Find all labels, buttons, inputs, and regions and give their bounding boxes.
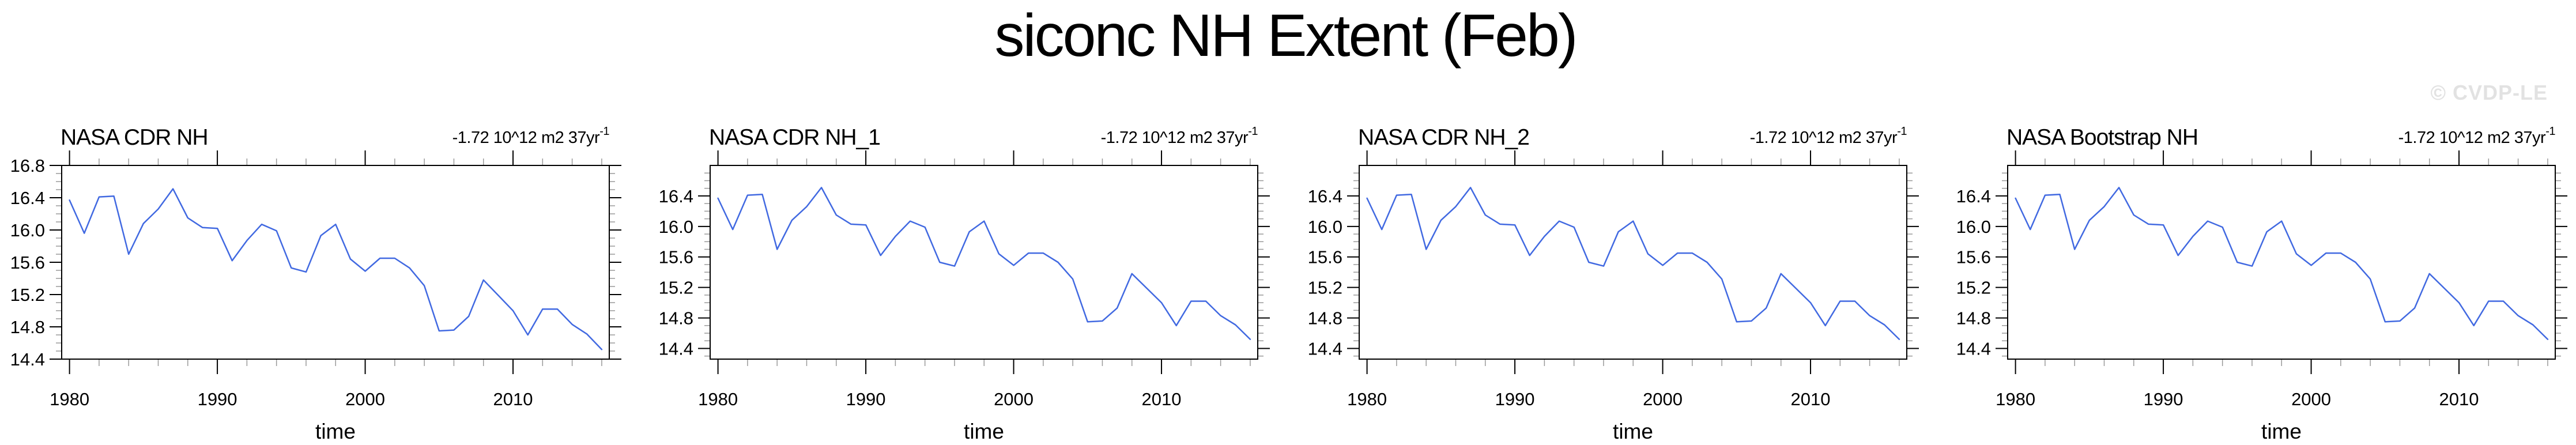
y-tick-label: 16.4 [659, 186, 693, 206]
panel-title: NASA CDR NH_1 [709, 125, 880, 150]
chart-panel-nasa-cdr-nh-1: 16.4 16.0 15.6 15.2 14.8 14.4 1980 1990 2000 2010… [648, 0, 1298, 445]
y-axis: 16.4 16.0 15.6 15.2 14.8 14.4 [659, 172, 1270, 359]
chart-panel-nasa-bootstrap-nh: 16.4 16.0 15.6 15.2 14.8 14.4 1980 1990 2000 2010… [1946, 0, 2576, 445]
y-tick-label: 15.6 [659, 247, 693, 267]
axes-layer: 16.4 16.0 15.6 15.2 14.8 14.4 1980 1990 2000 2010 [1956, 150, 2567, 409]
y-tick-label: 16.4 [1308, 186, 1342, 206]
trend-annotation: -1.72 10^12 m2 37yr-1 [1750, 125, 1907, 147]
trend-superscript: -1 [1897, 125, 1907, 138]
trend-annotation: -1.72 10^12 m2 37yr-1 [1101, 125, 1258, 147]
panel-title: NASA Bootstrap NH [2007, 125, 2198, 150]
y-tick-label: 15.2 [10, 285, 45, 305]
y-tick-label: 16.0 [1308, 217, 1342, 237]
y-tick-label: 16.0 [659, 217, 693, 237]
y-axis: 16.8 16.4 16.0 15.6 15.2 14.8 14.4 [10, 156, 621, 369]
data-line [1366, 187, 1900, 340]
x-tick-label: 1990 [198, 389, 237, 409]
plot-frame [61, 165, 610, 360]
y-tick-label: 16.0 [10, 220, 45, 240]
plot-frame [1359, 165, 1907, 360]
y-axis: 16.4 16.0 15.6 15.2 14.8 14.4 [1308, 172, 1919, 359]
x-tick-label: 2010 [1791, 389, 1831, 409]
x-tick-label: 2000 [1643, 389, 1683, 409]
y-axis: 16.4 16.0 15.6 15.2 14.8 14.4 [1956, 172, 2567, 359]
x-axis-title: time [315, 420, 356, 443]
y-tick-label: 14.8 [10, 317, 45, 337]
y-tick-label: 14.4 [1308, 338, 1342, 359]
x-tick-label: 2010 [1142, 389, 1182, 409]
x-tick-label: 1990 [2144, 389, 2183, 409]
y-tick-label: 15.2 [1308, 278, 1342, 298]
x-tick-label: 2000 [345, 389, 385, 409]
y-tick-label: 15.6 [1956, 247, 1991, 267]
trend-annotation: -1.72 10^12 m2 37yr-1 [2398, 125, 2556, 147]
x-axis-title: time [964, 420, 1004, 443]
trend-annotation: -1.72 10^12 m2 37yr-1 [452, 125, 610, 147]
plot-frame [2007, 165, 2556, 360]
data-line [717, 187, 1251, 340]
x-tick-label: 1980 [1996, 389, 2035, 409]
chart-panel-nasa-cdr-nh-2: 16.4 16.0 15.6 15.2 14.8 14.4 1980 1990 2000 2010… [1298, 0, 1947, 445]
y-tick-label: 14.8 [659, 308, 693, 329]
y-tick-label: 16.0 [1956, 217, 1991, 237]
panel-title: NASA CDR NH_2 [1358, 125, 1529, 150]
x-axis-title: time [1613, 420, 1653, 443]
y-tick-label: 15.6 [10, 252, 45, 273]
x-axis: 1980 1990 2000 2010 [50, 150, 602, 409]
y-tick-label: 14.4 [10, 349, 45, 369]
data-line [69, 188, 603, 350]
y-tick-label: 15.2 [1956, 278, 1991, 298]
x-tick-label: 1980 [1347, 389, 1387, 409]
chart-panel-nasa-cdr-nh: 16.8 16.4 16.0 15.6 15.2 14.8 14.4 1980 1990 2000… [0, 0, 649, 445]
y-tick-label: 14.8 [1308, 308, 1342, 329]
y-tick-label: 16.4 [10, 188, 45, 208]
x-axis-title: time [2261, 420, 2302, 443]
y-tick-label: 14.8 [1956, 308, 1991, 329]
y-tick-label: 16.8 [10, 156, 45, 176]
x-tick-label: 1990 [846, 389, 886, 409]
x-tick-label: 2010 [2439, 389, 2479, 409]
y-tick-label: 15.6 [1308, 247, 1342, 267]
trend-superscript: -1 [1248, 125, 1258, 138]
axes-layer: 16.4 16.0 15.6 15.2 14.8 14.4 1980 1990 2000 2010 [1308, 150, 1919, 409]
x-tick-label: 2000 [994, 389, 1034, 409]
x-tick-label: 1990 [1495, 389, 1535, 409]
watermark: © CVDP-LE [2430, 81, 2548, 104]
axes-layer: 16.4 16.0 15.6 15.2 14.8 14.4 1980 1990 2000 2010 [659, 150, 1270, 409]
chart-svg: 16.4 16.0 15.6 15.2 14.8 14.4 1980 1990 2000 2010… [659, 125, 1270, 443]
trend-superscript: -1 [2545, 125, 2555, 138]
x-tick-label: 1980 [698, 389, 738, 409]
y-tick-label: 14.4 [659, 338, 693, 359]
x-axis: 1980 1990 2000 2010 [1996, 150, 2548, 409]
figure-title: siconc NH Extent (Feb) [994, 2, 1578, 69]
x-axis: 1980 1990 2000 2010 [1347, 150, 1900, 409]
x-tick-label: 1980 [50, 389, 89, 409]
x-axis: 1980 1990 2000 2010 [698, 150, 1251, 409]
data-line [2015, 187, 2549, 340]
trend-superscript: -1 [599, 125, 609, 138]
y-tick-label: 16.4 [1956, 186, 1991, 206]
panel-title: NASA CDR NH [61, 125, 208, 150]
x-tick-label: 2000 [2291, 389, 2331, 409]
y-tick-label: 15.2 [659, 278, 693, 298]
chart-svg: 16.4 16.0 15.6 15.2 14.8 14.4 1980 1990 2000 2010… [1308, 125, 1919, 443]
chart-svg: 16.4 16.0 15.6 15.2 14.8 14.4 1980 1990 2000 2010… [1956, 125, 2567, 443]
plot-frame [710, 165, 1258, 360]
x-tick-label: 2010 [493, 389, 533, 409]
y-tick-label: 14.4 [1956, 338, 1991, 359]
